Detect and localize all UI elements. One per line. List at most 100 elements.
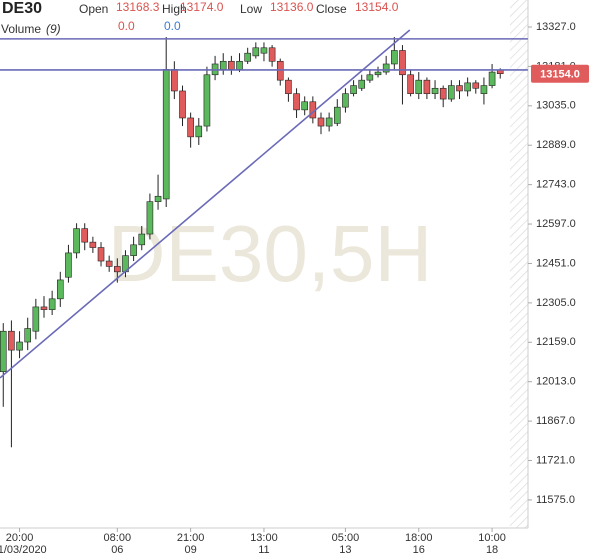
- y-tick-label: 12451.0: [536, 257, 576, 269]
- x-tick-date: 11/03/2020: [0, 544, 47, 556]
- x-tick-label: 18:00: [405, 532, 433, 544]
- candle-body: [325, 117, 333, 127]
- volume-period: (9): [46, 22, 61, 36]
- candle-body: [228, 60, 235, 70]
- candle-body: [333, 106, 341, 124]
- candle-body: [56, 279, 64, 300]
- low-label: Low: [240, 2, 262, 16]
- candle-body: [162, 69, 170, 200]
- y-tick-label: 12889.0: [536, 139, 576, 151]
- candle-body: [480, 85, 488, 94]
- candle-body: [0, 330, 7, 373]
- candle-body: [146, 201, 154, 235]
- candle-body: [382, 63, 390, 73]
- candle-body: [252, 47, 260, 57]
- last-price-box: [531, 64, 589, 83]
- volume-value: 0.0: [118, 19, 135, 33]
- y-tick-label: 11721.0: [536, 454, 575, 466]
- candle-body: [472, 82, 480, 89]
- y-tick-label: 12159.0: [536, 336, 576, 348]
- candle-body: [138, 233, 146, 246]
- candle-body: [154, 195, 162, 202]
- candle-body: [293, 93, 300, 111]
- candle-body: [301, 101, 308, 111]
- close-value: 13154.0: [355, 0, 399, 14]
- x-tick-date: 16: [413, 544, 425, 556]
- x-tick-label: 05:00: [332, 532, 360, 544]
- candle-body: [464, 82, 471, 92]
- y-tick-label: 13327.0: [536, 21, 576, 33]
- candle-body: [415, 79, 423, 94]
- candle-body: [130, 244, 137, 256]
- symbol: DE30: [2, 0, 42, 17]
- x-tick-date: 06: [111, 544, 123, 556]
- x-tick-label: 08:00: [104, 532, 132, 544]
- candle-body: [203, 74, 211, 127]
- candle-body: [423, 79, 431, 94]
- x-tick-date: 09: [185, 544, 197, 556]
- candle-body: [89, 241, 97, 248]
- high-label: High: [162, 2, 187, 16]
- candle-body: [65, 252, 72, 278]
- candle-body: [187, 117, 194, 138]
- y-tick-label: 12305.0: [536, 297, 576, 309]
- volume-label: Volume: [1, 22, 41, 36]
- candle-body: [488, 71, 496, 86]
- x-tick-label: 10:00: [478, 532, 506, 544]
- candle-body: [97, 247, 105, 262]
- candle-body: [391, 50, 398, 65]
- candle-body: [16, 341, 23, 351]
- candle-body: [24, 328, 31, 343]
- x-tick-date: 18: [486, 544, 498, 556]
- y-tick-label: 12597.0: [536, 218, 576, 230]
- candle-body: [73, 228, 80, 254]
- y-tick-label: 11867.0: [536, 415, 575, 427]
- x-tick-date: 11: [258, 544, 269, 556]
- close-label: Close: [316, 2, 347, 16]
- candle-body: [32, 306, 40, 332]
- open-label: Open: [79, 2, 108, 16]
- candle-body: [81, 228, 89, 243]
- future-area: [510, 0, 528, 528]
- candle-body: [456, 85, 463, 92]
- candle-body: [268, 47, 276, 62]
- candle-body: [236, 60, 243, 70]
- candle-body: [171, 69, 178, 92]
- candle-body: [179, 90, 186, 119]
- candle-body: [431, 87, 439, 94]
- candle-body: [317, 117, 325, 127]
- last-price-label: 13154.0: [540, 69, 580, 81]
- y-tick-label: 12743.0: [536, 179, 576, 191]
- candle-body: [350, 85, 357, 94]
- candle-body: [399, 50, 406, 76]
- candle-body: [40, 306, 48, 310]
- candle-body: [48, 298, 56, 310]
- watermark: DE30,5H: [108, 209, 433, 298]
- candle-body: [114, 266, 121, 273]
- candle-body: [374, 71, 382, 76]
- x-tick-label: 20:00: [6, 532, 34, 544]
- candle-body: [8, 330, 15, 351]
- low-value: 13136.0: [270, 0, 314, 14]
- y-tick-label: 13035.0: [536, 100, 576, 112]
- x-tick-date: 13: [339, 544, 351, 556]
- open-value: 13168.3: [116, 0, 160, 14]
- candle-body: [195, 125, 203, 138]
- candle-body: [260, 47, 268, 54]
- candle-body: [105, 260, 113, 267]
- volume-value: 0.0: [164, 19, 181, 33]
- high-value: 13174.0: [180, 0, 224, 14]
- x-tick-label: 13:00: [250, 532, 278, 544]
- candle-body: [407, 74, 414, 94]
- candle-body: [439, 87, 447, 100]
- candle-body: [448, 85, 455, 100]
- candle-body: [276, 60, 284, 81]
- trend-line: [0, 29, 411, 379]
- x-tick-label: 21:00: [177, 532, 205, 544]
- candle-body: [285, 79, 292, 94]
- candle-body: [219, 60, 227, 70]
- y-tick-label: 12013.0: [536, 376, 576, 388]
- y-tick-label: 11575.0: [536, 494, 575, 506]
- candle-body: [358, 79, 366, 89]
